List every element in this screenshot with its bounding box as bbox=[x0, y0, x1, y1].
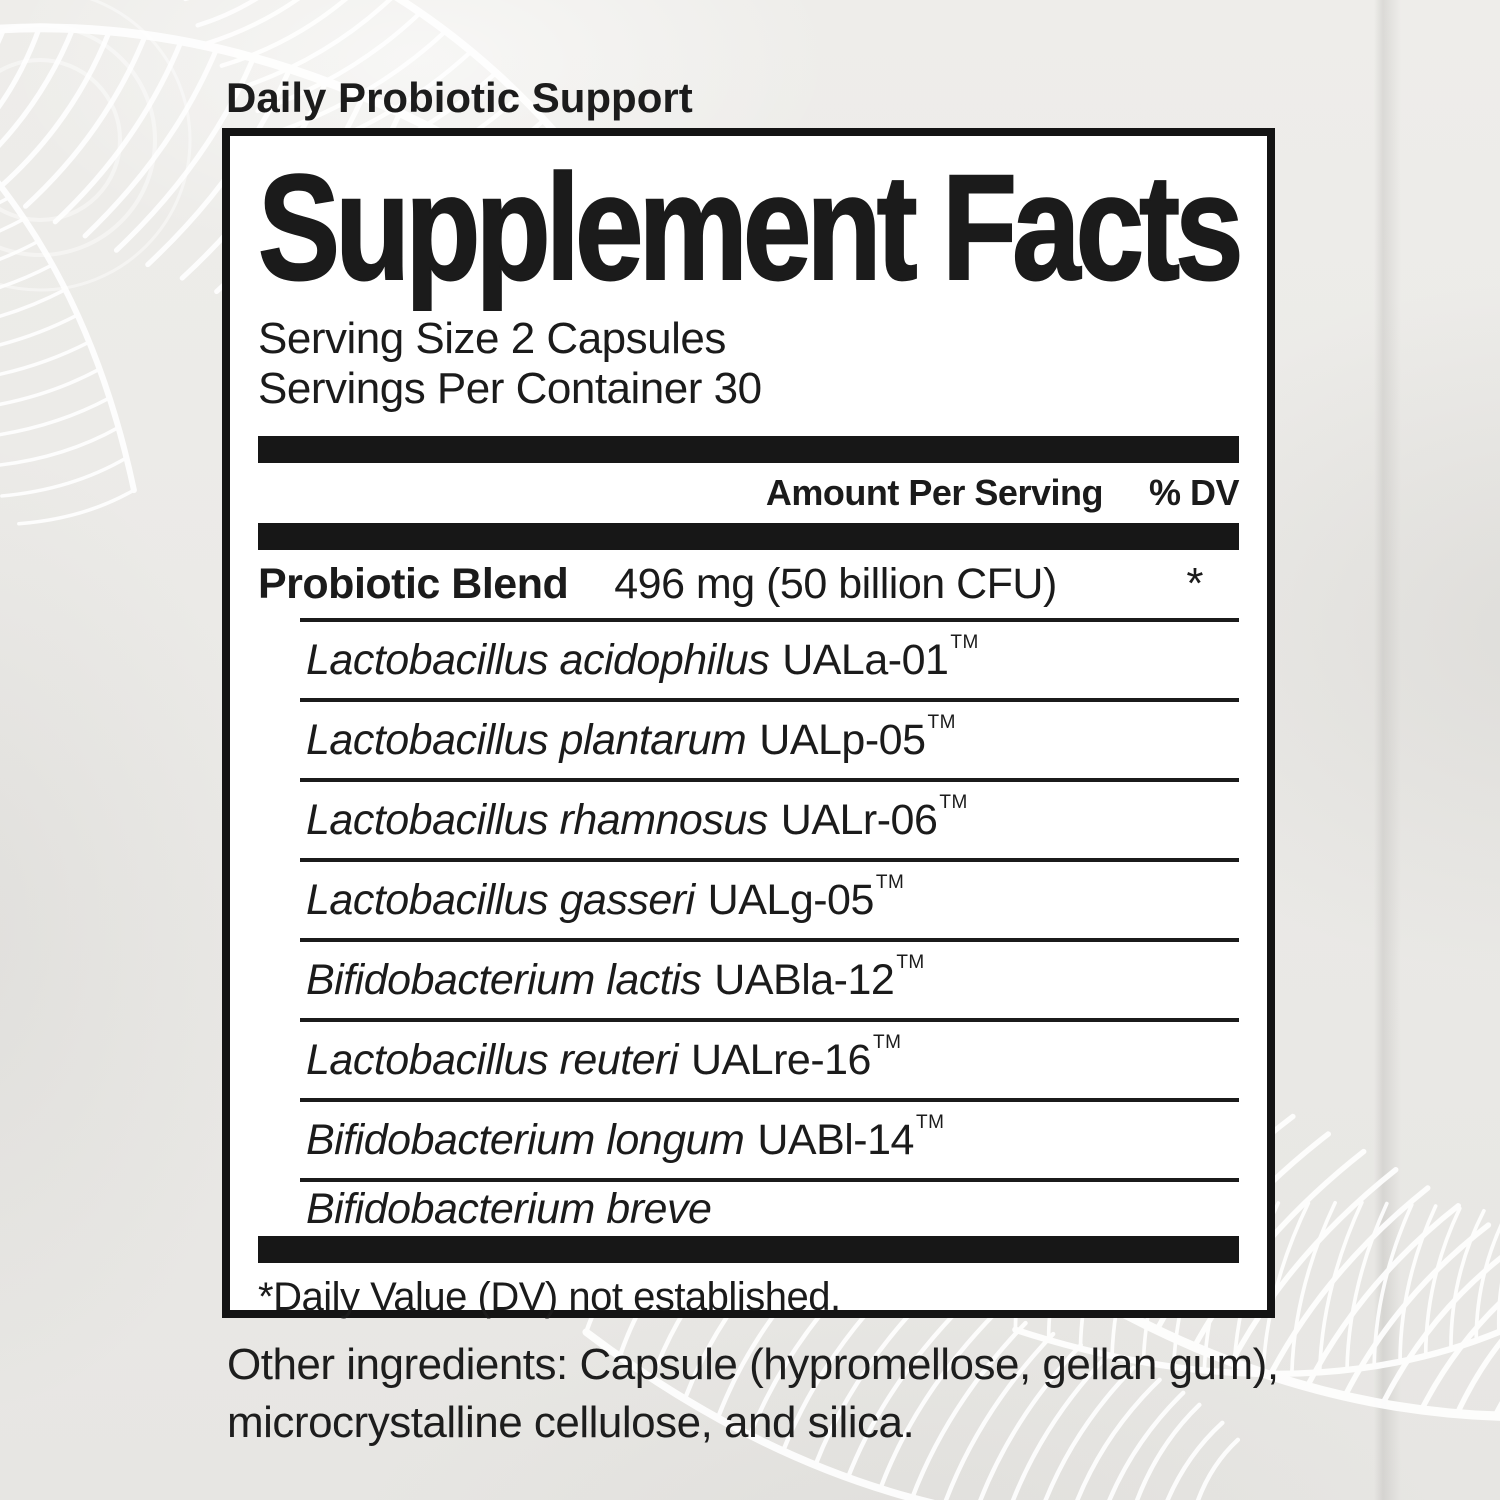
strain-row: Lactobacillus acidophilus UALa-01 TM bbox=[300, 618, 1239, 698]
daily-value-footnote: *Daily Value (DV) not established. bbox=[258, 1275, 841, 1319]
other-ingredients: Other ingredients: Capsule (hypromellose… bbox=[227, 1336, 1467, 1452]
trademark-superscript: TM bbox=[872, 1032, 902, 1053]
strain-row: Bifidobacterium breve bbox=[300, 1178, 1239, 1236]
supplement-facts-panel: Supplement Facts Serving Size 2 Capsules… bbox=[222, 128, 1275, 1319]
blend-name: Probiotic Blend bbox=[258, 559, 569, 608]
blend-amount: 496 mg (50 billion CFU) bbox=[614, 559, 1057, 608]
servings-per-container: Servings Per Container 30 bbox=[258, 364, 762, 413]
trademark-superscript: TM bbox=[875, 872, 905, 893]
strain-code: UALa-01 bbox=[782, 635, 949, 684]
strain-code: UALp-05 bbox=[759, 715, 926, 764]
page-title: Daily Probiotic Support bbox=[226, 74, 693, 121]
divider-bar-middle bbox=[258, 523, 1239, 550]
strain-row: Lactobacillus plantarum UALp-05 TM bbox=[300, 698, 1239, 778]
trademark-superscript: TM bbox=[915, 1112, 945, 1133]
strain-row: Lactobacillus rhamnosus UALr-06 TM bbox=[300, 778, 1239, 858]
strain-species: Bifidobacterium longum bbox=[306, 1115, 745, 1164]
column-amount-per-serving: Amount Per Serving bbox=[765, 472, 1104, 513]
other-ingredients-line2: microcrystalline cellulose, and silica. bbox=[227, 1398, 915, 1447]
strain-row: Lactobacillus gasseri UALg-05 TM bbox=[300, 858, 1239, 938]
strain-species: Lactobacillus reuteri bbox=[306, 1035, 678, 1084]
trademark-superscript: TM bbox=[896, 952, 925, 973]
strain-row: Lactobacillus reuteri UALre-16 TM bbox=[300, 1018, 1239, 1098]
divider-bar-bottom bbox=[258, 1236, 1239, 1263]
probiotic-blend-row: Probiotic Blend 496 mg (50 billion CFU) … bbox=[258, 550, 1239, 618]
column-percent-dv: % DV bbox=[1148, 472, 1240, 513]
strain-row: Bifidobacterium longum UABl-14 TM bbox=[300, 1098, 1239, 1178]
divider-bar-top bbox=[258, 436, 1239, 463]
column-header-row: Amount Per Serving % DV bbox=[258, 463, 1240, 523]
trademark-superscript: TM bbox=[950, 632, 979, 653]
strain-species: Lactobacillus rhamnosus bbox=[306, 795, 768, 844]
strain-code: UABl-14 bbox=[757, 1115, 914, 1164]
strain-code: UALre-16 bbox=[690, 1035, 872, 1084]
trademark-superscript: TM bbox=[927, 712, 956, 733]
supplement-facts-heading: Supplement Facts bbox=[257, 143, 1244, 311]
strain-row: Bifidobacterium lactis UABla-12 TM bbox=[300, 938, 1239, 1018]
other-ingredients-line1: Other ingredients: Capsule (hypromellose… bbox=[227, 1340, 1279, 1389]
strain-species: Lactobacillus gasseri bbox=[306, 875, 695, 924]
strain-species: Bifidobacterium lactis bbox=[306, 955, 702, 1004]
strain-code: UABla-12 bbox=[714, 955, 895, 1004]
trademark-superscript: TM bbox=[939, 792, 968, 813]
blend-dv-asterisk: * bbox=[1186, 559, 1203, 608]
strain-species: Bifidobacterium breve bbox=[306, 1184, 712, 1233]
strain-code: UALg-05 bbox=[707, 875, 875, 924]
strain-species: Lactobacillus plantarum bbox=[306, 715, 747, 764]
serving-info: Serving Size 2 Capsules Servings Per Con… bbox=[258, 314, 1239, 414]
serving-size: Serving Size 2 Capsules bbox=[258, 314, 726, 363]
strain-species: Lactobacillus acidophilus bbox=[306, 635, 770, 684]
strain-code: UALr-06 bbox=[780, 795, 938, 844]
